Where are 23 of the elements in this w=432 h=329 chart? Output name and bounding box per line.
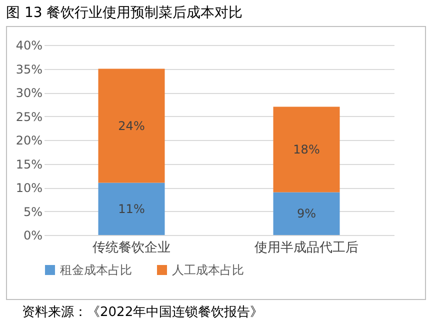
bar <box>273 106 340 192</box>
x-tick-label: 传统餐饮企业 <box>92 240 170 256</box>
chart-title: 图 13 餐饮行业使用预制菜后成本对比 <box>5 4 244 23</box>
data-label: 24% <box>118 118 145 133</box>
y-tick-label: 25% <box>16 110 42 124</box>
x-tick-label: 使用半成品代工后 <box>254 240 358 256</box>
legend-label: 租金成本占比 <box>60 263 132 277</box>
legend-label: 人工成本占比 <box>172 263 244 277</box>
y-tick-label: 40% <box>16 38 42 52</box>
bar <box>98 68 165 183</box>
bar <box>98 182 165 235</box>
data-label: 11% <box>118 202 145 216</box>
y-tick-label: 30% <box>16 86 42 100</box>
data-label: 18% <box>293 142 320 156</box>
y-tick-label: 0% <box>23 228 42 242</box>
y-tick-label: 5% <box>23 204 42 219</box>
data-label: 9% <box>296 206 316 221</box>
bar <box>273 192 340 235</box>
y-tick-label: 10% <box>16 181 42 195</box>
y-tick-label: 20% <box>16 134 42 148</box>
text: 资料来源：《2022年中国连锁餐饮报告》 <box>21 304 264 321</box>
y-tick-label: 35% <box>16 62 42 76</box>
y-tick-label: 15% <box>16 157 42 172</box>
